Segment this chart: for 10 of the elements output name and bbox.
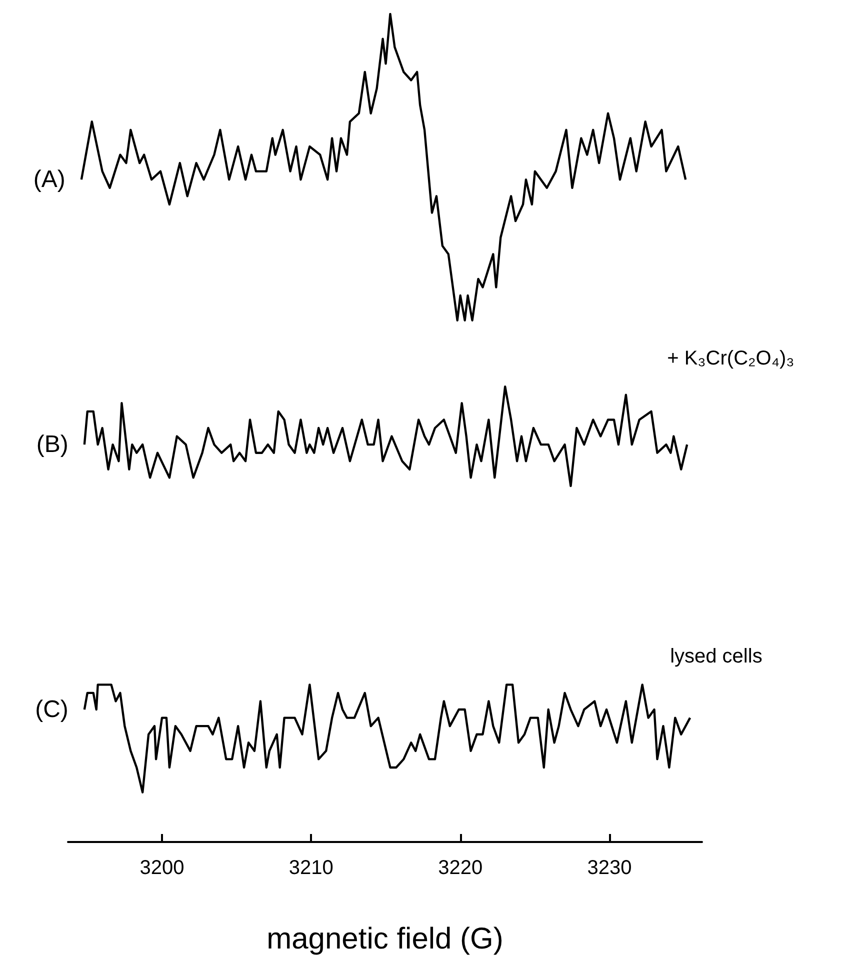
series-label: (B) [36,431,68,458]
x-axis-title: magnetic field (G) [266,922,504,956]
series-label: (C) [35,696,68,724]
x-tick-label: 3220 [438,857,483,879]
x-tick-label: 3230 [587,857,632,879]
annotation: + K₃Cr(C₂O₄)₃ [667,348,794,370]
annotation: lysed cells [670,646,762,668]
series-label: (A) [33,166,66,194]
x-tick-label: 3200 [140,857,184,879]
x-tick-label: 3210 [288,857,334,879]
